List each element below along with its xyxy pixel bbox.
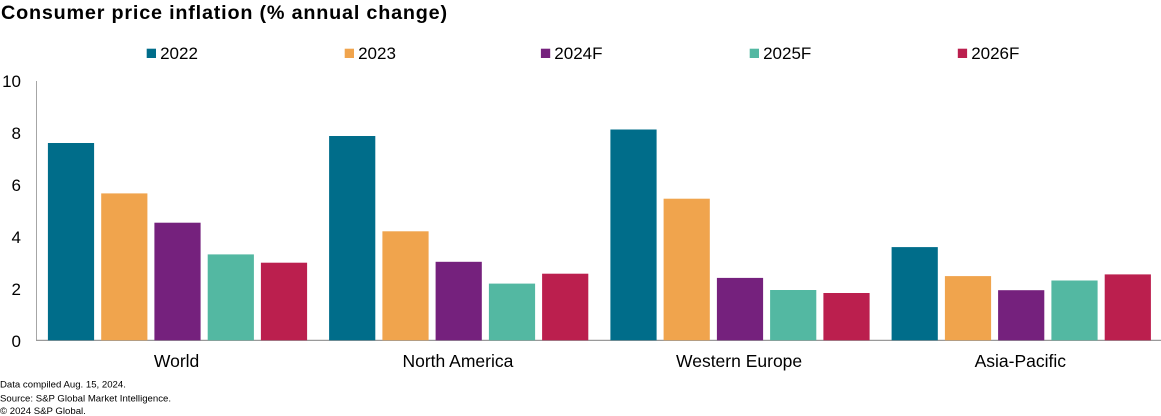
svg-text:8: 8 xyxy=(12,124,21,143)
svg-text:Western Europe: Western Europe xyxy=(676,351,802,371)
svg-text:0: 0 xyxy=(12,332,21,351)
svg-text:2023: 2023 xyxy=(358,44,396,63)
svg-text:Consumer price inflation (% an: Consumer price inflation (% annual chang… xyxy=(1,2,448,24)
svg-text:© 2024 S&P Global.: © 2024 S&P Global. xyxy=(0,406,86,416)
svg-text:2024F: 2024F xyxy=(554,44,602,63)
svg-text:10: 10 xyxy=(2,72,21,91)
svg-text:6: 6 xyxy=(12,176,21,195)
svg-text:2025F: 2025F xyxy=(763,44,811,63)
svg-text:2026F: 2026F xyxy=(971,44,1019,63)
svg-text:4: 4 xyxy=(12,228,21,247)
svg-text:North America: North America xyxy=(402,351,513,371)
svg-text:Asia-Pacific: Asia-Pacific xyxy=(975,351,1067,371)
svg-text:World: World xyxy=(154,351,199,371)
svg-text:Data compiled Aug. 15, 2024.: Data compiled Aug. 15, 2024. xyxy=(0,380,126,391)
svg-text:2: 2 xyxy=(12,280,21,299)
svg-text:2022: 2022 xyxy=(160,44,198,63)
svg-text:Source: S&P Global Market Inte: Source: S&P Global Market Intelligence. xyxy=(0,394,171,405)
